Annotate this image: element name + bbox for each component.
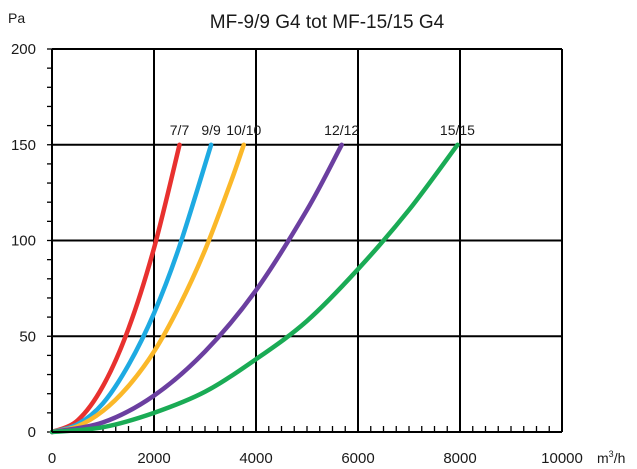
gridlines: [52, 48, 563, 432]
y-tick-label: 50: [19, 328, 36, 345]
y-tick-label: 200: [11, 41, 36, 58]
x-tick-label: 8000: [443, 450, 476, 467]
x-axis-label: m3/h: [597, 449, 625, 466]
axes: [51, 49, 562, 433]
x-tick-label: 10000: [541, 450, 583, 467]
series-line: [49, 142, 247, 435]
chart-title: MF-9/9 G4 tot MF-15/15 G4: [210, 12, 445, 33]
y-tick-label: 100: [11, 233, 36, 250]
series-line: [49, 142, 460, 435]
series-line: [49, 142, 182, 435]
tick-labels: 0 2000 4000 6000 8000 10000 0 50 100 150 200: [11, 41, 583, 467]
y-axis-label: Pa: [8, 10, 25, 26]
series-label: 12/12: [324, 122, 359, 138]
series-lines: [49, 142, 460, 435]
series-label: 9/9: [201, 122, 221, 138]
y-tick-label: 150: [11, 137, 36, 154]
x-tick-label: 6000: [341, 450, 374, 467]
y-tick-label: 0: [28, 424, 36, 441]
x-tick-label: 2000: [137, 450, 170, 467]
x-tick-label: 4000: [239, 450, 272, 467]
series-labels: 7/7 9/9 10/10 12/12 15/15: [170, 122, 475, 138]
series-label: 10/10: [226, 122, 261, 138]
series-label: 7/7: [170, 122, 190, 138]
x-tick-label: 0: [48, 450, 56, 467]
series-line: [49, 142, 344, 435]
series-label: 15/15: [440, 122, 475, 138]
